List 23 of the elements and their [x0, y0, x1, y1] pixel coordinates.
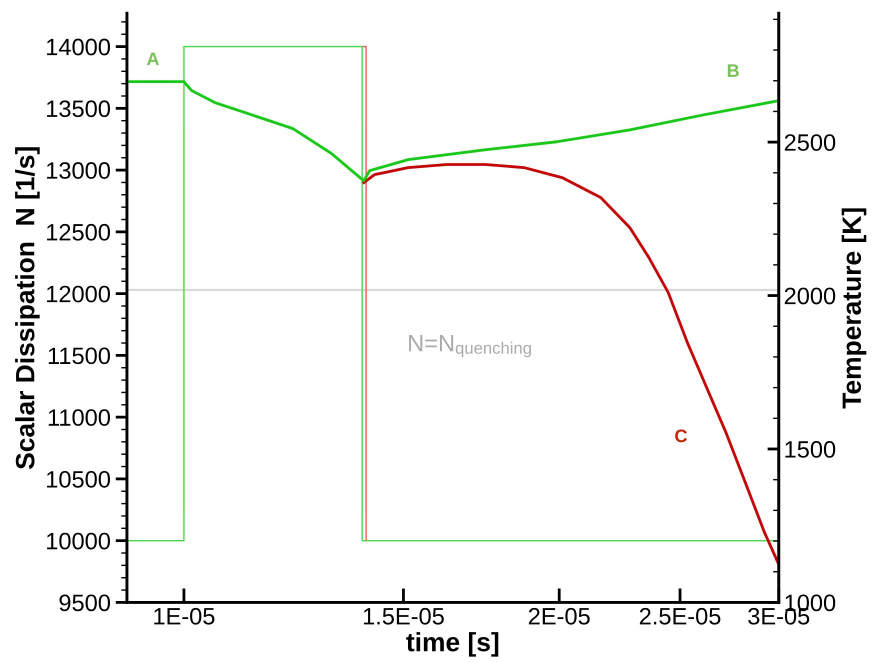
x-tick-label: 1.5E-05: [364, 608, 444, 625]
y-tick-label: 10500: [47, 470, 110, 488]
y-tick-label: 11000: [48, 409, 110, 426]
y2-axis-title: Temperature [K]: [842, 208, 866, 408]
y-axis-title: Scalar Dissipation N [1/s]: [15, 147, 40, 470]
y-tick-label: 14000: [47, 38, 110, 56]
y-tick-label: 9500: [59, 594, 110, 612]
x-tick-label: 2.5E-05: [640, 608, 720, 625]
x-tick-label: 2E-05: [528, 608, 590, 625]
y-tick-label: 11500: [48, 347, 110, 364]
x-axis-title: time [s]: [406, 632, 498, 657]
y2-tick-label: 2500: [784, 134, 836, 151]
y-tick-label: 13500: [47, 100, 110, 118]
annotation: B: [728, 64, 739, 77]
y2-tick-label: 1500: [785, 441, 836, 458]
y-tick-label: 12500: [47, 224, 110, 241]
y2-tick-label: 2000: [784, 288, 836, 304]
annotation: A: [146, 52, 159, 66]
y-tick-label: 13000: [47, 162, 110, 179]
x-tick-label: 1E-05: [154, 608, 214, 625]
y-tick-label: 12000: [47, 286, 110, 302]
annotation: C: [675, 430, 687, 442]
y-tick-label: 10000: [47, 532, 110, 550]
